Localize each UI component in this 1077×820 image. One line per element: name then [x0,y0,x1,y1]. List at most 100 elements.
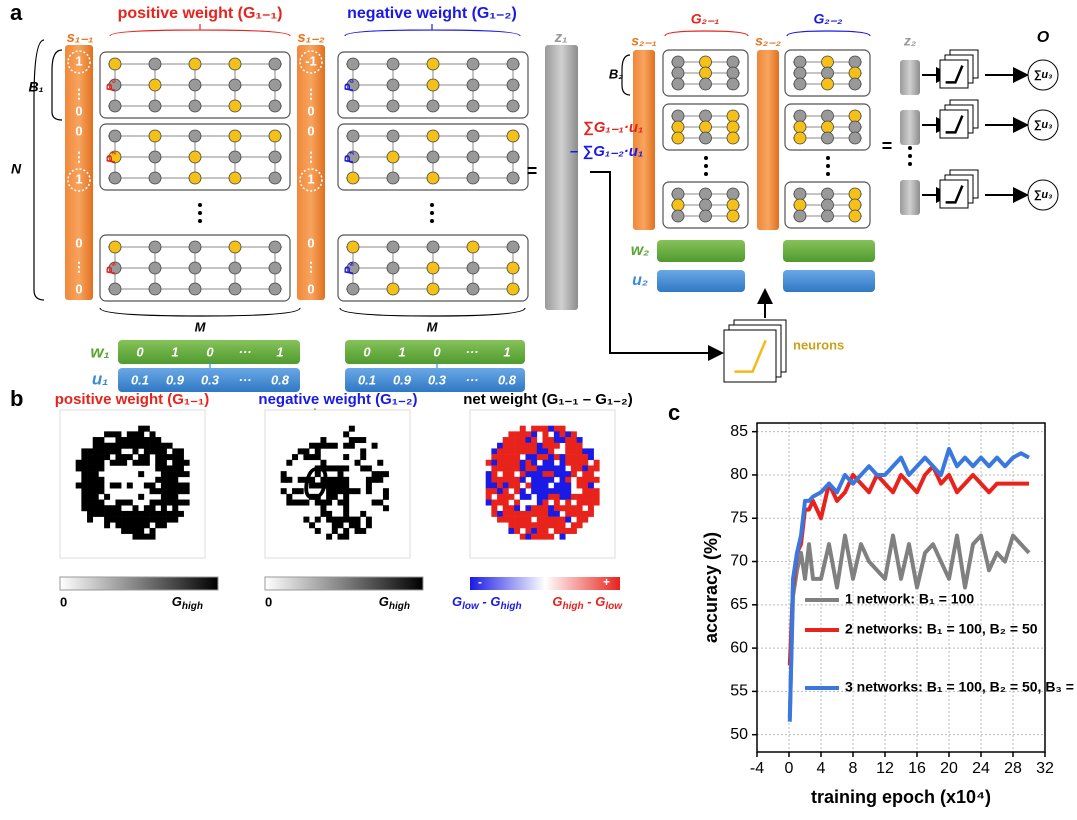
pixel [525,517,531,523]
pixel [309,522,315,528]
pixel [81,488,87,494]
pixel [560,426,566,432]
pixel [577,522,583,528]
pixel [115,511,121,517]
pixel [560,528,566,534]
pixel [508,443,514,449]
pixel [93,511,99,517]
pixel [531,534,537,540]
node [822,188,834,200]
pixel [133,528,139,534]
pixel [560,494,566,500]
pixel [286,500,292,506]
vector-entry: 0.1 [358,372,376,387]
pixel [161,454,167,460]
pixel [560,505,566,511]
pixel [93,500,99,506]
pixel [172,448,178,454]
node [849,78,861,90]
pixel [338,465,344,471]
node [189,241,201,253]
node [794,110,806,122]
pixel [508,431,514,437]
pixel [338,471,344,477]
vector-entry: 0 [433,344,441,359]
pixel [565,517,571,523]
pixel [571,431,577,437]
pixel [565,443,571,449]
equation: ∑G₁₋₁·u₁ [583,119,643,136]
pixel [554,465,560,471]
pixel [520,511,526,517]
pixel [172,477,178,483]
pixel [543,426,549,432]
node [347,100,359,112]
pixel [520,477,526,483]
pixel [155,522,161,528]
pixel [525,505,531,511]
node [507,58,519,70]
pixel [565,494,571,500]
pixel [172,517,178,523]
pixel [155,477,161,483]
pixel [349,437,355,443]
pixel [508,505,514,511]
pixel [178,448,184,454]
pixel [525,448,531,454]
pixel [366,488,372,494]
pixel [554,443,560,449]
pixel [332,522,338,528]
node [794,132,806,144]
pixel [531,437,537,443]
pixel [115,483,121,489]
vector-entry: 1 [75,53,82,68]
pixel [115,437,121,443]
pixel [93,505,99,511]
pixel [121,460,127,466]
pixel [497,465,503,471]
node [700,56,712,68]
pixel [98,454,104,460]
ellipsis-dot [704,172,708,176]
pixel [560,471,566,477]
pixel [161,465,167,471]
node [427,262,439,274]
pixel [133,505,139,511]
pixel [338,522,344,528]
vector-entry: ··· [239,344,252,359]
vector-entry: 0 [75,281,82,296]
pixel [127,528,133,534]
pixel [349,488,355,494]
node [189,151,201,163]
pixel [560,431,566,437]
pixel [104,431,110,437]
pixel [577,443,583,449]
node [149,58,161,70]
pixel [98,477,104,483]
pixel [360,511,366,517]
node [387,79,399,91]
node [109,130,121,142]
vector-label: u₂ [632,272,648,289]
node [387,151,399,163]
pixel [144,426,150,432]
node [189,130,201,142]
pixel [491,477,497,483]
node [700,78,712,90]
sum-label: ∑u₃ [1034,189,1053,201]
pixel [543,465,549,471]
pixel [531,471,537,477]
vector-label: s₂₋₁ [631,33,657,49]
pixel [537,477,543,483]
pixel [286,494,292,500]
pixel [355,488,361,494]
node [109,283,121,295]
node [149,79,161,91]
node [189,58,201,70]
bracket [665,31,748,36]
pixel [525,454,531,460]
pixel [497,494,503,500]
node [822,121,834,133]
pixel [520,460,526,466]
pixel [537,454,543,460]
